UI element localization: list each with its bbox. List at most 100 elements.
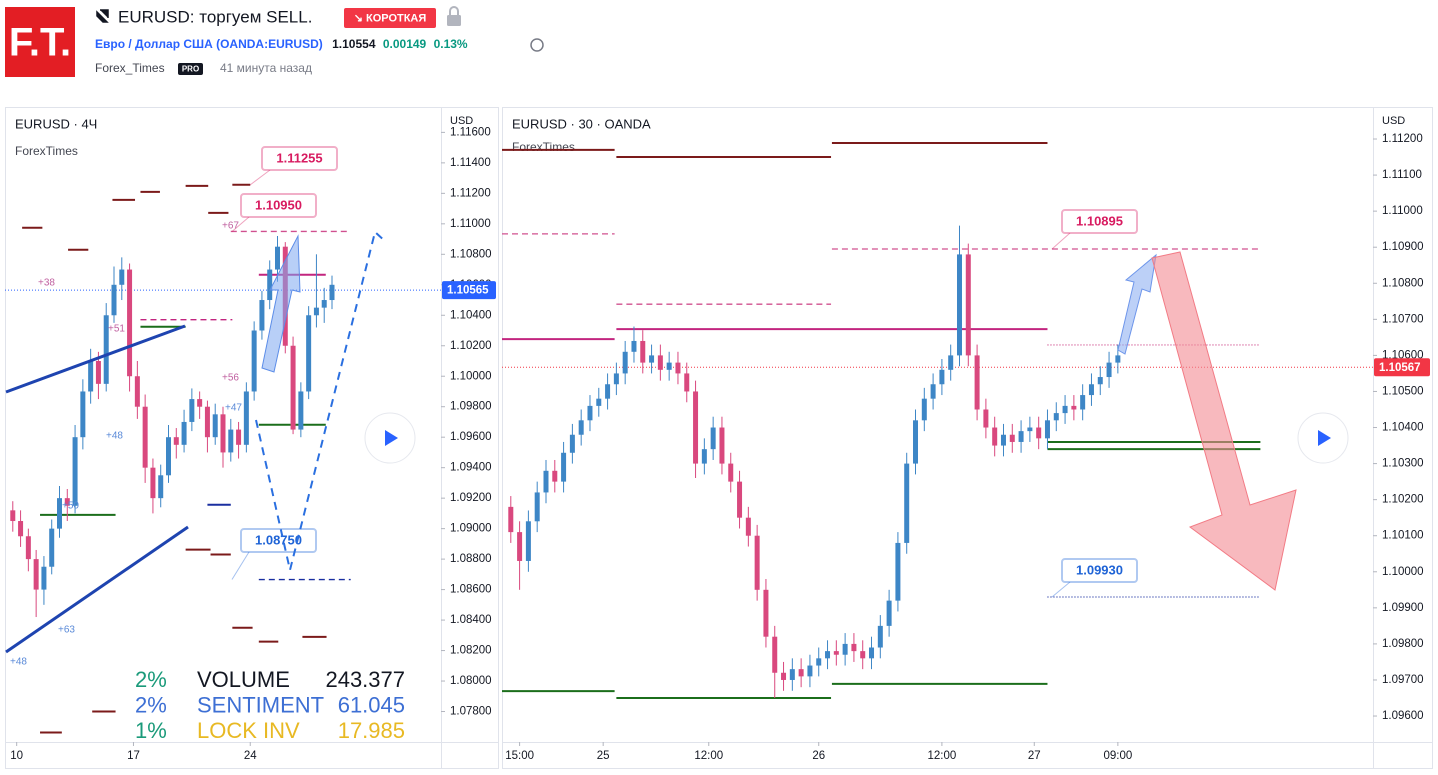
play-button[interactable] xyxy=(1297,412,1349,464)
y-tick-label: 1.07800 xyxy=(450,706,492,718)
play-button[interactable] xyxy=(364,412,416,464)
candle-body xyxy=(197,399,203,407)
chart-title: EURUSD · 30 · OANDA xyxy=(512,116,651,131)
candle-body xyxy=(1036,427,1042,439)
candle-body xyxy=(33,559,39,590)
candle-body xyxy=(605,384,611,399)
annotation-pointer xyxy=(231,551,250,580)
logo-bg xyxy=(5,7,75,77)
y-tick-label: 1.11200 xyxy=(450,187,491,199)
left-panel xyxy=(5,107,499,769)
y-tick-label: 1.10200 xyxy=(450,340,492,352)
y-tick-label: 1.10100 xyxy=(1382,530,1424,542)
candle-body xyxy=(275,246,280,270)
annotation-pointer xyxy=(249,169,271,186)
candle-body xyxy=(992,427,998,446)
watermark: ForexTimes xyxy=(15,144,78,158)
y-tick-label: 1.09600 xyxy=(1382,710,1424,722)
candle-body xyxy=(772,636,778,673)
annotation-pointer xyxy=(231,216,250,232)
candle-body xyxy=(745,517,751,536)
candle-body xyxy=(1009,434,1015,442)
candle-body xyxy=(236,429,242,445)
symbol: (OANDA:EURUSD) xyxy=(216,37,323,51)
candle-body xyxy=(913,420,919,464)
y-tick-label: 1.09900 xyxy=(1382,602,1424,614)
candle-body xyxy=(842,643,848,655)
author: Forex_Times xyxy=(95,61,165,75)
y-tick-label: 1.10400 xyxy=(450,309,492,321)
y-tick-label: 1.11200 xyxy=(1382,133,1423,145)
x-tick-label: 15:00 xyxy=(505,750,534,762)
play-icon[interactable] xyxy=(1318,430,1331,446)
y-tick-label: 1.10300 xyxy=(1382,458,1424,470)
candle-body xyxy=(508,506,514,533)
candle-body xyxy=(1080,395,1086,410)
y-tick-label: 1.08200 xyxy=(450,645,492,657)
candle-body xyxy=(1062,405,1068,414)
candle-body xyxy=(587,405,593,421)
y-tick-label: 1.10000 xyxy=(1382,566,1424,578)
candle-body xyxy=(534,492,540,522)
candle-body xyxy=(956,254,962,356)
candle-body xyxy=(860,651,866,659)
signal-note: +51 xyxy=(108,324,125,335)
down-arrow xyxy=(1151,251,1297,591)
x-tick-label: 27 xyxy=(1028,750,1041,762)
symbol-name: Евро / Доллар США xyxy=(95,37,213,51)
candle-body xyxy=(561,452,567,482)
y-tick-label: 1.09400 xyxy=(450,462,492,474)
candle-body xyxy=(578,420,584,435)
last-price-tag xyxy=(442,281,496,300)
signal-note: +38 xyxy=(38,278,55,289)
y-tick-label: 1.09700 xyxy=(1382,674,1424,686)
candle-body xyxy=(212,414,218,438)
short-badge xyxy=(344,8,436,28)
candle-body xyxy=(10,510,16,522)
candle-body xyxy=(298,391,304,430)
candle-body xyxy=(675,362,681,374)
candle-body xyxy=(754,535,760,590)
candle-body xyxy=(517,532,523,561)
candle-body xyxy=(789,669,795,680)
right-panel xyxy=(502,107,1433,769)
annotation-pointer xyxy=(1051,232,1071,250)
annotation-box xyxy=(240,528,317,553)
stat-pct: 2% xyxy=(135,667,167,692)
y-tick-label: 1.11000 xyxy=(1382,205,1423,217)
candle-body xyxy=(851,643,857,652)
candle-body xyxy=(737,481,743,518)
last-price-label: 1.10567 xyxy=(1379,362,1421,374)
y-tick-label: 1.10800 xyxy=(450,248,492,260)
candle-body xyxy=(930,384,936,399)
candle-body xyxy=(525,521,531,561)
stat-name: VOLUME xyxy=(197,667,290,692)
last-price-tag xyxy=(1374,358,1430,377)
candle-body xyxy=(1000,434,1006,446)
y-tick-label: 1.10500 xyxy=(1382,385,1424,397)
candle-body xyxy=(1071,405,1077,410)
play-icon[interactable] xyxy=(385,430,398,446)
candle-body xyxy=(111,284,117,316)
last-price-label: 1.10565 xyxy=(447,285,489,297)
candle-body xyxy=(895,542,901,601)
y-tick-label: 1.11000 xyxy=(450,218,491,230)
drawings xyxy=(5,230,1297,654)
candle-body xyxy=(134,376,140,407)
candle-body xyxy=(119,269,125,285)
y-tick-label: 1.10000 xyxy=(450,370,492,382)
candle-body xyxy=(701,449,707,464)
candle-body xyxy=(306,315,312,392)
candle-body xyxy=(613,373,619,385)
signal-note: +67 xyxy=(222,221,239,232)
y-tick-label: 1.09800 xyxy=(450,401,492,413)
candle-body xyxy=(684,373,690,392)
candle-body xyxy=(983,409,989,428)
x-tick-label: 24 xyxy=(244,750,257,762)
candle-body xyxy=(251,330,257,392)
trend-line xyxy=(5,525,189,654)
candle-body xyxy=(267,269,273,301)
annotation-label: 1.10950 xyxy=(255,197,302,212)
y-tick-label: 1.10800 xyxy=(1382,277,1424,289)
